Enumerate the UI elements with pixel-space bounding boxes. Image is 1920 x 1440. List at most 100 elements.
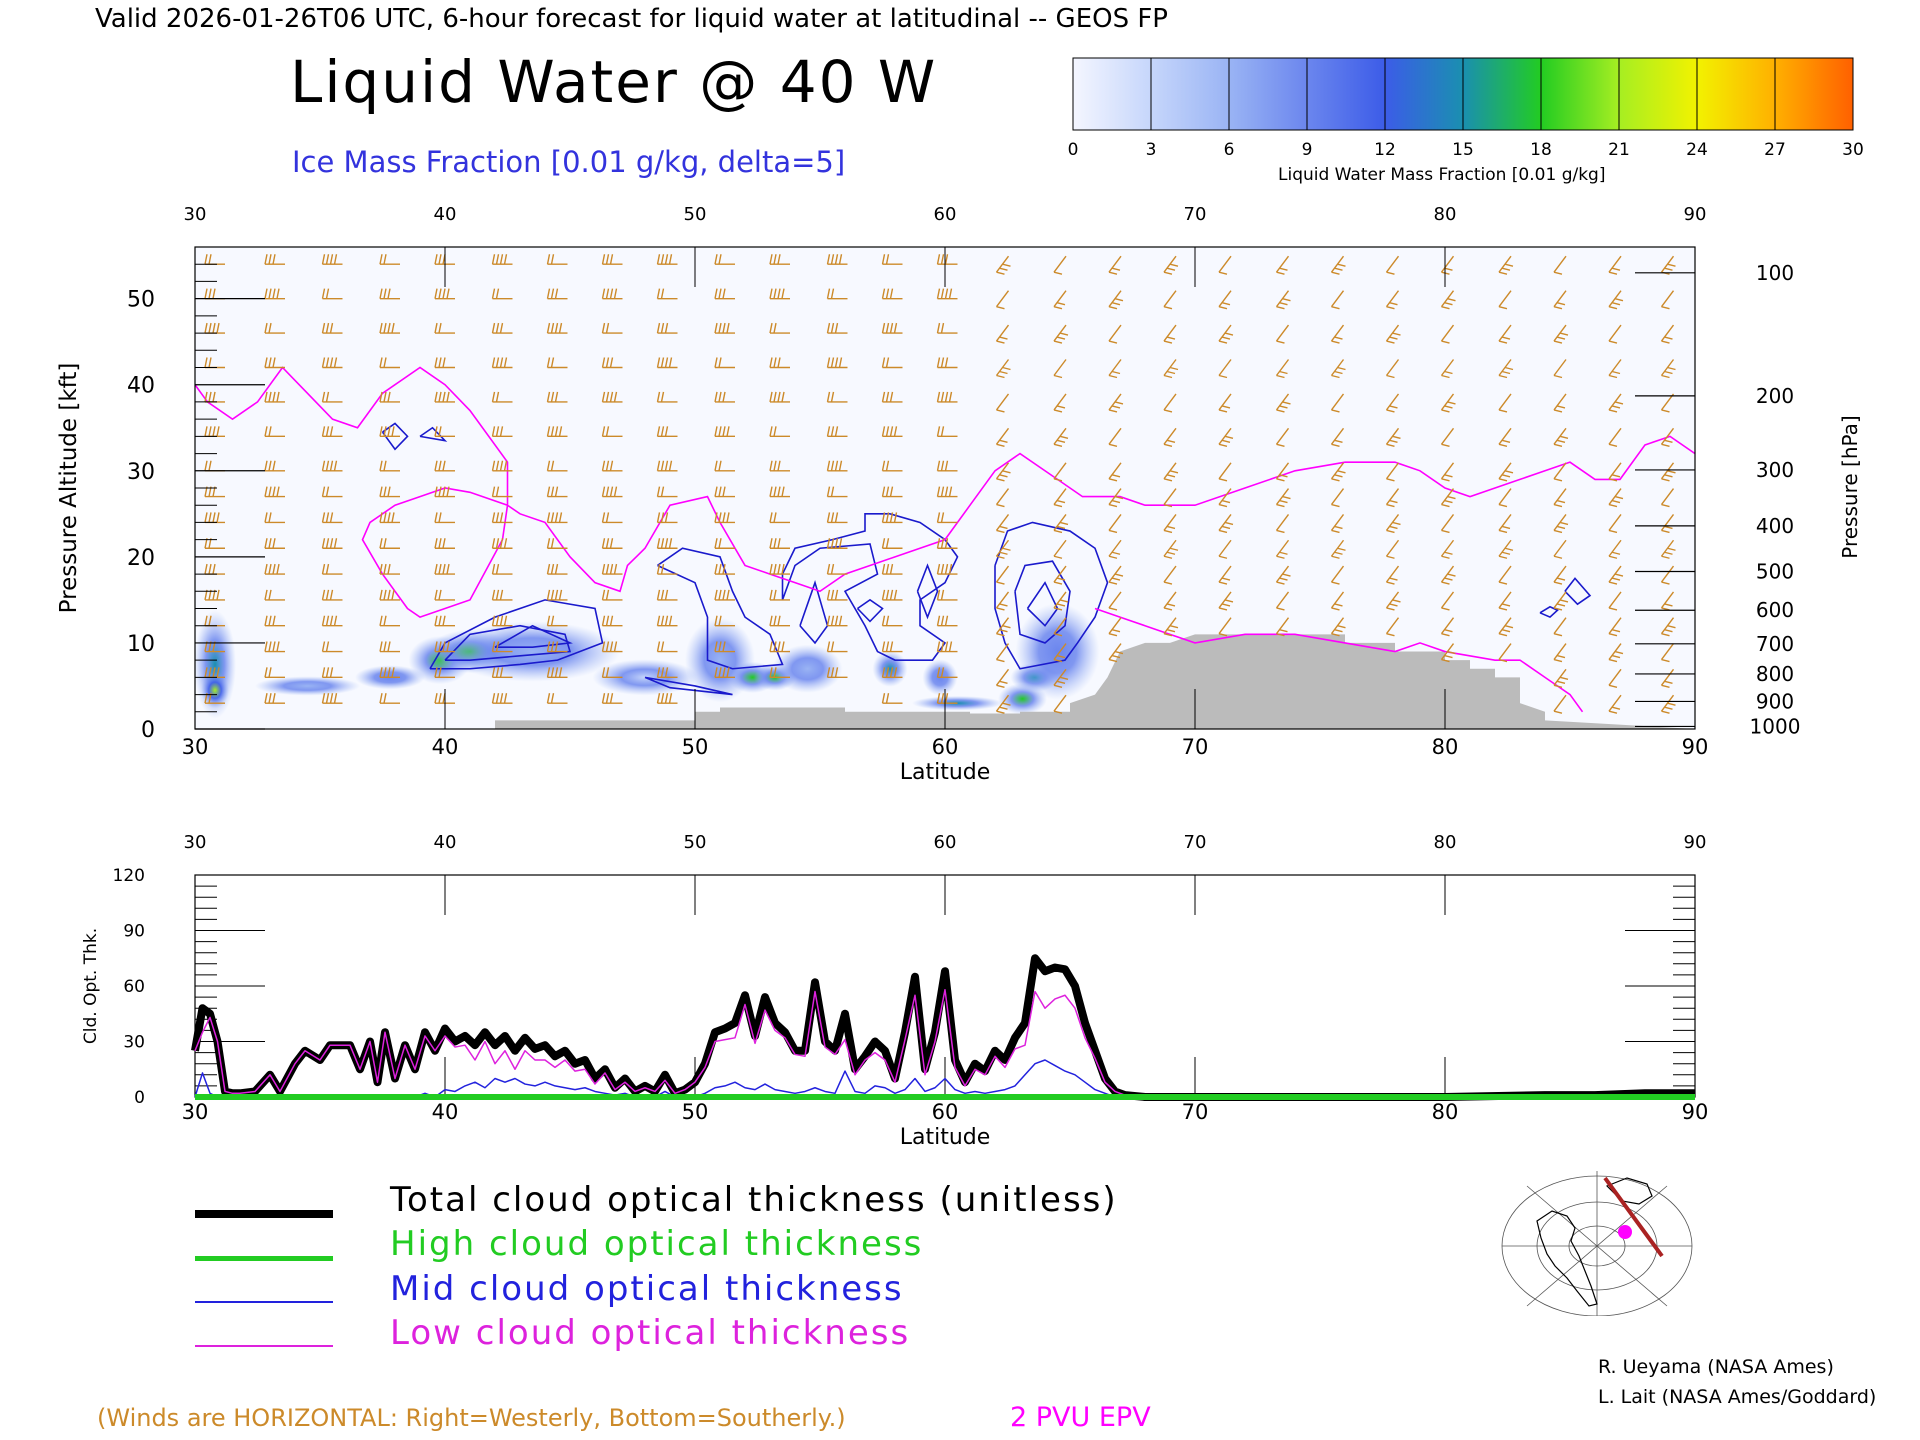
wind-barb: [546, 288, 568, 300]
wind-barb: [1385, 539, 1400, 559]
wind-barb: [1218, 565, 1232, 585]
ice-contour: [856, 598, 884, 623]
pressure-tick-label: 800: [1756, 662, 1794, 686]
wind-barb: [379, 486, 400, 498]
wind-barb: [1498, 393, 1512, 413]
wind-barb: [769, 486, 790, 498]
wind-barb: [491, 391, 513, 403]
wind-barb: [546, 641, 568, 653]
wind-barb: [826, 641, 848, 653]
wind-barb: [714, 357, 735, 369]
colorbar-tick: 12: [1374, 140, 1396, 160]
wind-barb: [995, 539, 1011, 559]
wind-barb: [1660, 694, 1676, 714]
cot-x-tick-label-top: 30: [184, 832, 207, 853]
wind-barb: [826, 288, 848, 300]
wind-barb: [546, 589, 568, 601]
wind-barb: [936, 615, 958, 627]
wind-barb: [656, 693, 678, 704]
wind-barb: [769, 254, 790, 265]
wind-barb: [546, 322, 568, 334]
wind-barb: [1108, 643, 1124, 663]
ice-contour: [644, 676, 733, 696]
wind-barb: [1163, 290, 1177, 310]
wind-barb: [1385, 565, 1400, 585]
wind-barb: [1608, 462, 1622, 482]
wind-barb: [1440, 290, 1456, 310]
wind-barb: [1108, 324, 1122, 344]
wind-barb: [1440, 324, 1455, 344]
wind-barb: [434, 615, 455, 627]
wind-barb: [1553, 694, 1567, 714]
wind-barb: [1553, 359, 1567, 379]
wind-barb: [379, 615, 400, 627]
wind-barb: [1330, 539, 1346, 559]
wind-barb: [1275, 514, 1290, 534]
liquid-water-blob: [872, 650, 908, 687]
wind-barb: [1053, 324, 1069, 344]
wind-barb: [1053, 617, 1067, 637]
wind-barb: [1608, 359, 1622, 379]
wind-barb: [264, 391, 285, 403]
wind-barb: [936, 563, 958, 575]
wind-barb: [714, 391, 735, 403]
wind-barb: [1608, 643, 1624, 663]
cot-x-tick-label-top: 40: [434, 832, 457, 853]
wind-barb: [321, 512, 343, 524]
wind-barb: [264, 357, 285, 369]
pressure-tick-label: 900: [1756, 689, 1794, 713]
y-axis-label-right: Pressure [hPa]: [1838, 415, 1862, 558]
wind-barb: [321, 460, 343, 472]
wind-barb: [1440, 591, 1455, 611]
cot-x-tick-label-top: 60: [934, 832, 957, 853]
colorbar-bin: [1306, 57, 1386, 131]
wind-barb: [321, 538, 343, 549]
wind-barb: [826, 357, 848, 369]
wind-barb: [1498, 359, 1514, 379]
wind-barb: [1553, 617, 1567, 637]
wind-barb: [434, 486, 455, 498]
y-tick-label: 10: [127, 632, 155, 657]
wind-barb: [1498, 462, 1514, 482]
x-tick-label-top: 30: [184, 204, 207, 225]
credit-2: L. Lait (NASA Ames/Goddard): [1598, 1386, 1877, 1408]
wind-barb: [601, 460, 623, 472]
wind-barb: [491, 357, 513, 369]
wind-barb: [1660, 359, 1676, 379]
wind-barb: [491, 288, 513, 300]
wind-barb: [546, 538, 568, 549]
wind-barb: [995, 393, 1010, 413]
wind-barb: [491, 512, 513, 524]
ice-contour: [657, 547, 784, 670]
wind-barb: [434, 667, 455, 679]
main-title: Liquid Water @ 40 W: [290, 48, 938, 116]
wind-barb: [826, 426, 848, 438]
wind-barb: [1553, 290, 1567, 310]
wind-barb: [995, 668, 1010, 689]
x-tick-label-top: 60: [934, 204, 957, 225]
location-map: [1497, 1166, 1697, 1316]
wind-barb: [1218, 591, 1234, 611]
cot-x-tick-label-bottom: 40: [432, 1100, 459, 1124]
wind-barb: [1385, 393, 1400, 413]
wind-barb: [1440, 359, 1455, 379]
wind-barb: [936, 667, 958, 679]
wind-barb: [1163, 427, 1177, 448]
wind-barb: [1553, 427, 1569, 448]
wind-barb: [936, 357, 958, 369]
wind-barb: [826, 563, 848, 575]
cot-x-tick-label-bottom: 70: [1182, 1100, 1209, 1124]
wind-barb: [434, 288, 455, 300]
wind-barb: [714, 641, 735, 653]
wind-barb: [321, 322, 343, 334]
x-tick-label-bottom: 40: [432, 735, 459, 759]
wind-barb: [1440, 488, 1456, 508]
colorbar: [1072, 57, 1854, 131]
wind-barb: [769, 615, 790, 627]
cot-x-tick-label-bottom: 60: [932, 1100, 959, 1124]
wind-barb: [264, 667, 285, 679]
wind-barb: [601, 538, 623, 549]
wind-barb: [1553, 324, 1569, 344]
liquid-water-cross-section: 0 10 20 30 40 50 100 200 300 400 500 600 700 800 90010…: [56, 204, 1862, 785]
wind-barb: [936, 426, 958, 438]
